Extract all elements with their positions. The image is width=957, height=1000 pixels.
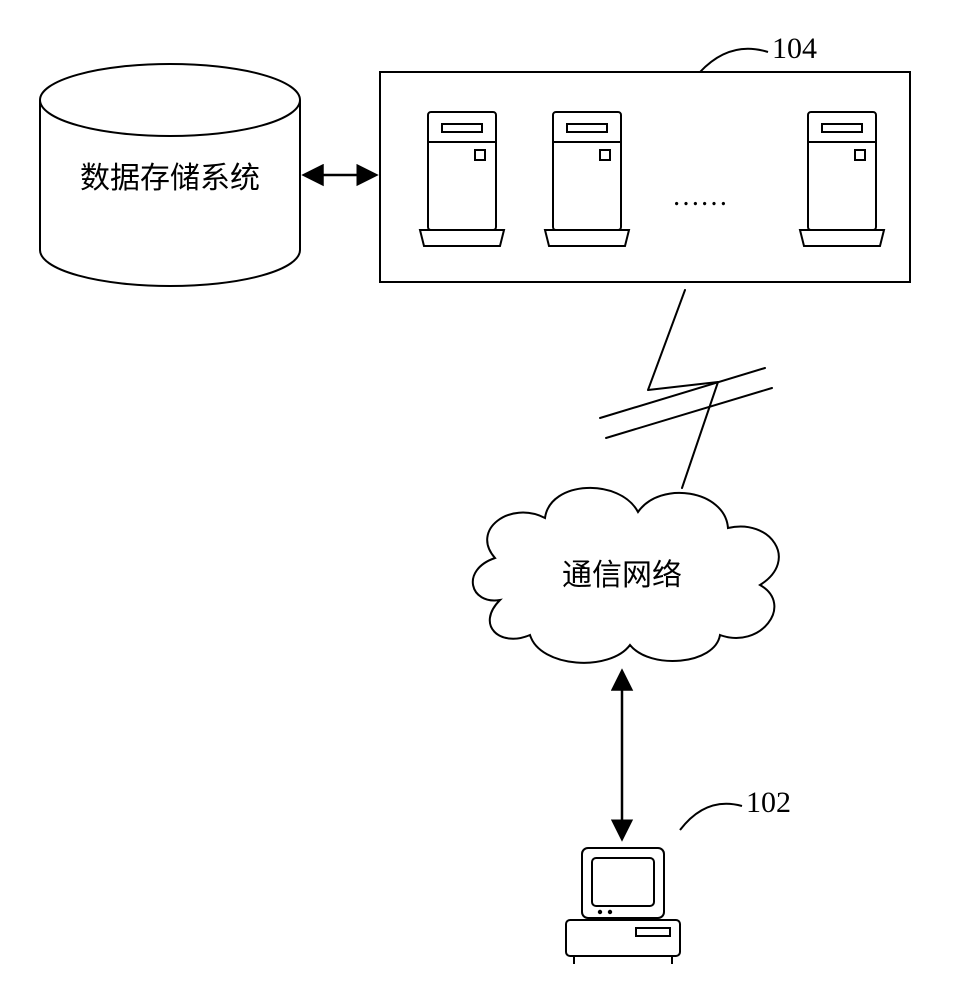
ref-104: 104 [772, 32, 817, 65]
server-cluster-box: 104 …… [380, 32, 910, 282]
ref-swoosh-102 [680, 804, 742, 830]
server-1 [420, 112, 504, 246]
cloud-network: 通信网络 [473, 488, 779, 663]
server-ellipsis: …… [672, 181, 728, 212]
server-2 [545, 112, 629, 246]
server-3 [800, 112, 884, 246]
cloud-label: 通信网络 [562, 559, 682, 592]
terminal-computer: 102 [566, 786, 791, 964]
ref-swoosh-104 [700, 49, 768, 72]
wireless-lightning [600, 290, 772, 488]
storage-label: 数据存储系统 [80, 162, 260, 195]
storage-cylinder: 数据存储系统 [40, 64, 300, 286]
ref-102: 102 [746, 786, 791, 819]
system-diagram: 数据存储系统 104 …… 通信网络 102 [0, 0, 957, 1000]
